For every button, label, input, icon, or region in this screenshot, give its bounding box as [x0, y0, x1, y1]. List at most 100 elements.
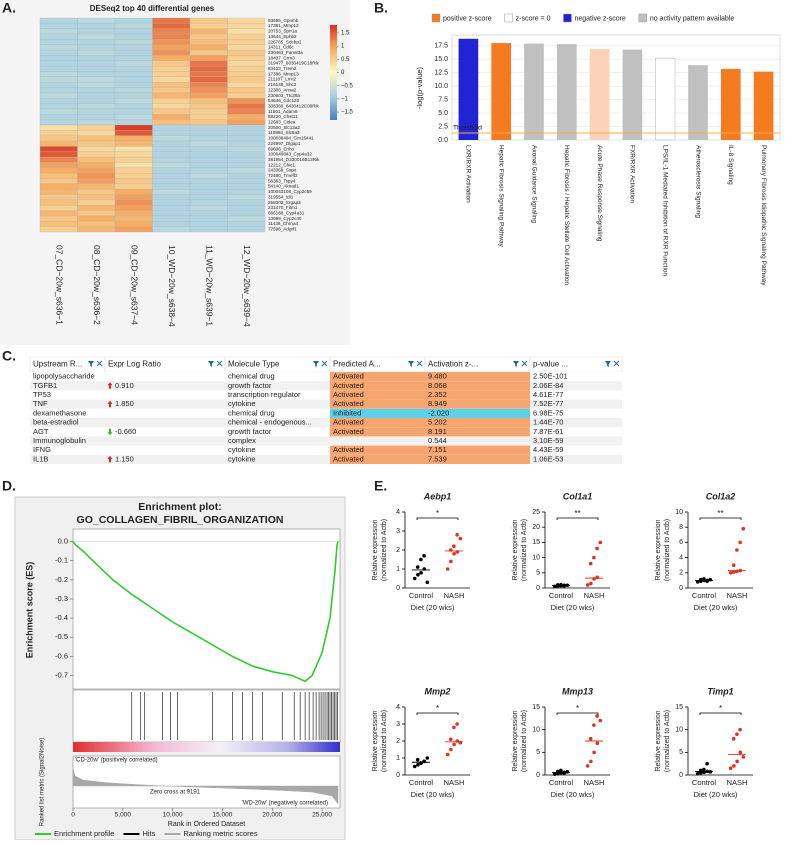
row-label: 17381_Mmp12 — [268, 23, 299, 28]
table-cell: 9.480 — [428, 372, 447, 381]
heatmap-cell — [77, 151, 116, 158]
es-frame — [72, 528, 341, 690]
table-row — [30, 408, 622, 418]
row-label: 18407_Crrn3 — [268, 55, 295, 60]
x-tick-label: IL-8 Signaling — [727, 145, 734, 185]
x-tick-label: Control — [692, 591, 717, 600]
data-point — [565, 770, 570, 774]
heatmap-cell — [77, 44, 116, 51]
heatmap-cell — [227, 82, 266, 88]
heatmap-cell — [114, 124, 153, 131]
heatmap-cell — [152, 215, 191, 222]
y-tick-label: 10 — [675, 509, 683, 516]
table-cell: 7.539 — [428, 454, 447, 463]
data-point — [452, 544, 456, 548]
row-label: 11436_Chrna4 — [268, 221, 298, 226]
highlight-cell — [330, 445, 425, 455]
y-tick-label: 0.0 — [58, 537, 68, 546]
y-tick-label: 17.5 — [434, 43, 448, 50]
heatmap-cell — [114, 140, 153, 147]
heatmap-cell — [39, 76, 78, 83]
significance-label: * — [576, 704, 579, 713]
heatmap-cell — [189, 98, 228, 104]
significance-bracket — [416, 712, 459, 715]
heatmap-cell — [189, 119, 228, 126]
heatmap-cell — [39, 28, 78, 35]
bar — [589, 49, 610, 140]
data-point — [449, 559, 453, 564]
row-label: 56363_Tspy4 — [268, 178, 296, 183]
heatmap-cell — [227, 49, 266, 56]
heatmap-cell — [114, 156, 153, 163]
row-label: 381954_D330016B13Rik — [268, 157, 320, 162]
data-point — [592, 750, 596, 755]
y-axis-label: Ranked list metric (Signal2Noise) — [40, 738, 46, 827]
table-row — [30, 454, 622, 464]
heatmap-cell — [227, 183, 266, 190]
column-header: Activation z-... — [428, 360, 478, 369]
heatmap-cell — [114, 92, 153, 99]
colorbar-tick-label: 0 — [341, 70, 345, 76]
data-point — [452, 742, 456, 747]
heatmap-cell — [77, 167, 116, 174]
heatmap-cell — [189, 49, 228, 56]
table-row — [30, 418, 622, 428]
heatmap-cell — [39, 189, 78, 195]
significance-bracket — [416, 517, 459, 520]
legend-label: Enrichment profile — [54, 829, 114, 838]
heatmap-cell — [77, 189, 116, 195]
close-icon — [321, 360, 328, 367]
filter-icon — [88, 361, 94, 367]
y-tick-label: 6 — [679, 539, 683, 546]
heatmap-cell — [227, 194, 266, 201]
rank-gradient — [73, 742, 340, 752]
heatmap-cell — [114, 39, 153, 45]
row-label: 100043108_Cyp2c69 — [268, 189, 312, 194]
highlight-cell — [330, 390, 425, 400]
table-cell: 4.43E-59 — [533, 445, 563, 454]
filter-icon — [408, 361, 414, 367]
heatmap-cell — [152, 162, 191, 168]
up-arrow — [107, 382, 113, 389]
y-tick-label: 10 — [675, 727, 683, 734]
table-cell: chemical drug — [228, 408, 275, 417]
highlight-cell — [330, 372, 425, 382]
heatmap-cell — [114, 71, 153, 77]
y-tick-label: 15.0 — [434, 56, 448, 63]
heatmap-cell — [152, 199, 191, 206]
table-cell: cytokine — [228, 445, 256, 454]
data-point — [588, 736, 593, 741]
heatmap-cell — [189, 151, 228, 158]
heatmap-cell — [227, 87, 266, 94]
data-point — [732, 570, 736, 574]
legend-label: Ranking metric scores — [183, 829, 257, 838]
heatmap-cell — [77, 226, 116, 233]
x-tick-label: Hepatic Fibrosis Signaling Pathway — [497, 145, 504, 248]
y-axis-label: Relative expression — [655, 519, 662, 580]
close-icon — [613, 360, 620, 367]
highlight-cell — [425, 381, 530, 391]
legend-label: negative z-score — [574, 15, 625, 22]
table-cell: TP53 — [33, 390, 51, 399]
heatmap-cell — [77, 172, 116, 179]
heatmap-cell — [114, 221, 153, 227]
heatmap-cell — [39, 183, 78, 190]
down-arrow — [107, 428, 113, 436]
table-cell: 5.202 — [428, 418, 447, 427]
data-point — [735, 732, 739, 736]
bar — [655, 57, 676, 141]
heatmap-cell — [39, 60, 78, 67]
column-label: 12_WD−20w_s639−4 — [242, 245, 252, 327]
heatmap-cell — [77, 178, 116, 184]
y-tick-label: 5 — [536, 749, 540, 756]
column-header: Upstream R... — [33, 360, 82, 369]
column-header: Molecule Type — [228, 360, 280, 369]
y-tick-label: 10.0 — [434, 83, 448, 90]
x-tick-label: NASH — [727, 591, 748, 600]
heatmap-cell — [39, 172, 78, 179]
x-tick-label: Control — [409, 591, 434, 600]
heatmap-cell — [39, 87, 78, 94]
heatmap-cell — [152, 210, 191, 217]
heatmap-cell — [77, 210, 116, 217]
heatmap-cell — [227, 55, 266, 61]
